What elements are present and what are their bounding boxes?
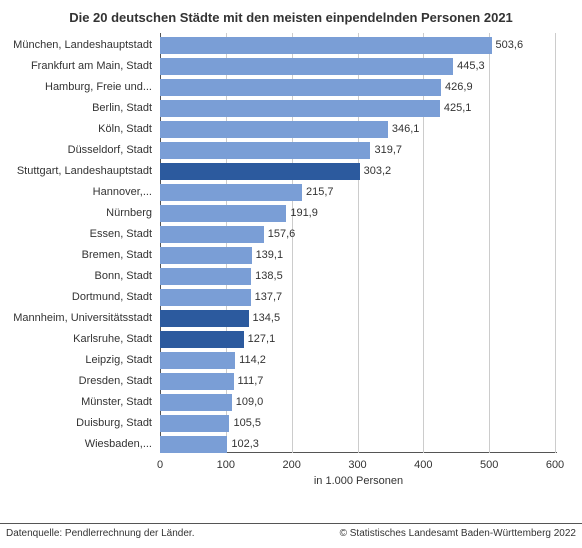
- bar: [160, 415, 229, 432]
- value-label: 137,7: [251, 289, 283, 306]
- category-label: Essen, Stadt: [0, 226, 152, 243]
- grid-line: [292, 33, 293, 453]
- bar: [160, 121, 388, 138]
- x-tick-label: 0: [157, 459, 163, 471]
- category-label: Dortmund, Stadt: [0, 289, 152, 306]
- value-label: 134,5: [249, 310, 281, 327]
- bar: [160, 310, 249, 327]
- category-label: Hannover,...: [0, 184, 152, 201]
- value-label: 105,5: [229, 415, 261, 432]
- category-label: Frankfurt am Main, Stadt: [0, 58, 152, 75]
- value-label: 445,3: [453, 58, 485, 75]
- x-tick-label: 400: [414, 459, 432, 471]
- category-label: Bremen, Stadt: [0, 247, 152, 264]
- category-label: Bonn, Stadt: [0, 268, 152, 285]
- grid-line: [358, 33, 359, 453]
- category-label: Stuttgart, Landeshauptstadt: [0, 163, 152, 180]
- bar: [160, 247, 252, 264]
- value-label: 114,2: [235, 352, 266, 369]
- bar: [160, 226, 264, 243]
- value-label: 109,0: [232, 394, 264, 411]
- bar: [160, 184, 302, 201]
- value-label: 138,5: [251, 268, 283, 285]
- bar: [160, 205, 286, 222]
- category-label: Hamburg, Freie und...: [0, 79, 152, 96]
- category-label: Nürnberg: [0, 205, 152, 222]
- category-label: Dresden, Stadt: [0, 373, 152, 390]
- category-label: Münster, Stadt: [0, 394, 152, 411]
- category-label: Leipzig, Stadt: [0, 352, 152, 369]
- category-label: Düsseldorf, Stadt: [0, 142, 152, 159]
- value-label: 127,1: [244, 331, 276, 348]
- x-tick-label: 600: [546, 459, 564, 471]
- value-label: 319,7: [370, 142, 402, 159]
- bar: [160, 436, 227, 453]
- value-label: 426,9: [441, 79, 473, 96]
- category-label: München, Landeshauptstadt: [0, 37, 152, 54]
- bar: [160, 289, 251, 306]
- bar: [160, 352, 235, 369]
- bar: [160, 142, 370, 159]
- x-tick-label: 200: [282, 459, 300, 471]
- category-label: Köln, Stadt: [0, 121, 152, 138]
- chart-container: Die 20 deutschen Städte mit den meisten …: [0, 0, 582, 548]
- x-tick-label: 300: [348, 459, 366, 471]
- x-axis-title: in 1.000 Personen: [314, 475, 403, 487]
- bar: [160, 373, 234, 390]
- value-label: 503,6: [492, 37, 524, 54]
- chart-footer: Datenquelle: Pendlerrechnung der Länder.…: [0, 523, 582, 548]
- bar: [160, 268, 251, 285]
- bar: [160, 100, 440, 117]
- bar: [160, 37, 492, 54]
- value-label: 139,1: [252, 247, 284, 264]
- category-label: Mannheim, Universitätsstadt: [0, 310, 152, 327]
- category-label: Karlsruhe, Stadt: [0, 331, 152, 348]
- category-label: Wiesbaden,...: [0, 436, 152, 453]
- x-tick-label: 100: [217, 459, 235, 471]
- grid-line: [226, 33, 227, 453]
- bar: [160, 163, 360, 180]
- plot-area: in 1.000 Personen 0100200300400500600Mün…: [160, 33, 557, 473]
- value-label: 215,7: [302, 184, 334, 201]
- grid-line: [555, 33, 556, 453]
- bar: [160, 79, 441, 96]
- y-axis-line: [160, 33, 161, 453]
- bar: [160, 331, 244, 348]
- value-label: 102,3: [227, 436, 259, 453]
- grid-line: [489, 33, 490, 453]
- value-label: 303,2: [360, 163, 392, 180]
- footer-source: Datenquelle: Pendlerrechnung der Länder.: [6, 528, 194, 539]
- footer-copyright: © Statistisches Landesamt Baden-Württemb…: [340, 528, 576, 539]
- grid-line: [423, 33, 424, 453]
- value-label: 111,7: [234, 373, 264, 390]
- bar: [160, 394, 232, 411]
- value-label: 191,9: [286, 205, 318, 222]
- value-label: 346,1: [388, 121, 420, 138]
- bar: [160, 58, 453, 75]
- value-label: 425,1: [440, 100, 472, 117]
- category-label: Duisburg, Stadt: [0, 415, 152, 432]
- category-label: Berlin, Stadt: [0, 100, 152, 117]
- value-label: 157,6: [264, 226, 296, 243]
- chart-title: Die 20 deutschen Städte mit den meisten …: [0, 0, 582, 33]
- x-tick-label: 500: [480, 459, 498, 471]
